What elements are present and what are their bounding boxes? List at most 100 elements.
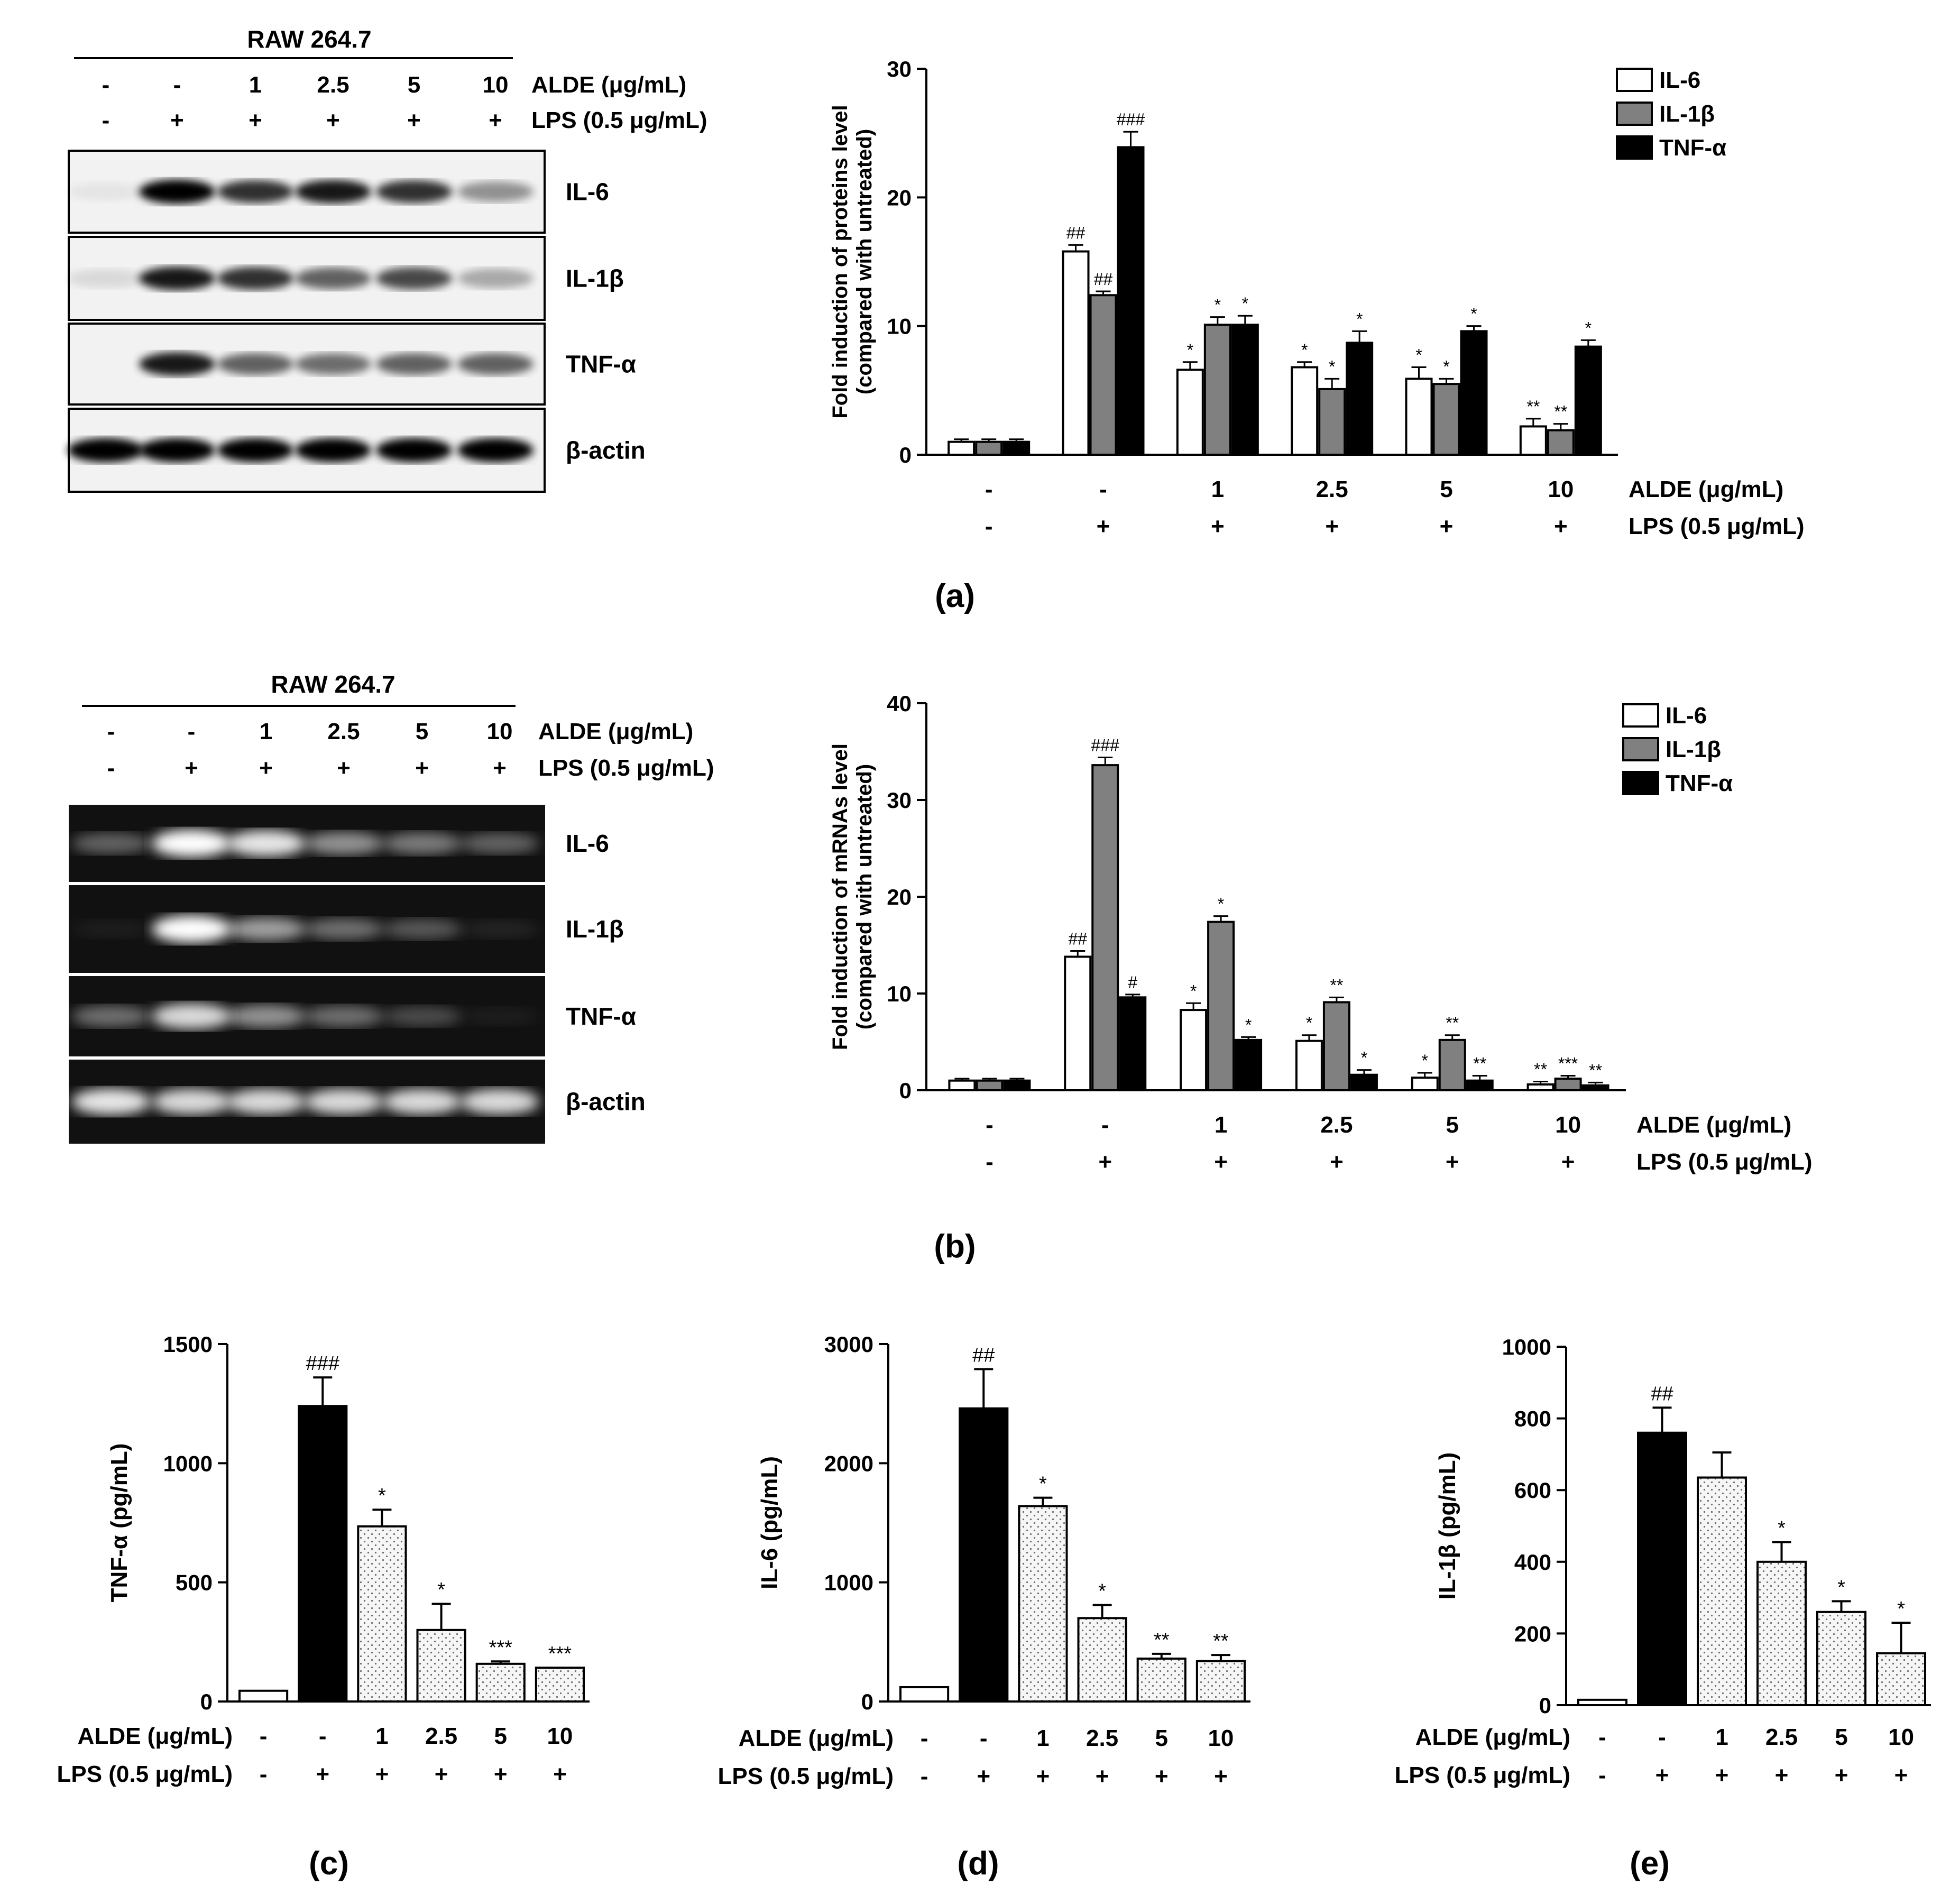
y-tick-label: 40 <box>887 691 912 716</box>
bar <box>1526 1083 1555 1092</box>
significance-mark: * <box>1245 1015 1252 1034</box>
gel-b-lane-alde-5: 10 <box>487 719 513 744</box>
bar <box>1018 1505 1068 1703</box>
x-tick-label-lps: + <box>1214 1763 1228 1789</box>
row-label-lps: LPS (0.5 μg/mL) <box>1629 513 1805 539</box>
blot-a-band <box>295 353 371 375</box>
bar <box>1062 250 1090 456</box>
significance-mark: ** <box>1554 402 1567 421</box>
x-tick-label-lps: + <box>1446 1149 1459 1175</box>
x-tick-label-lps: + <box>1211 513 1225 539</box>
y-tick-label: 500 <box>176 1570 213 1595</box>
x-tick-label-lps: + <box>1554 513 1568 539</box>
bar <box>959 1407 1009 1703</box>
blot-a-band <box>376 353 452 375</box>
row-label-alde: ALDE (μg/mL) <box>1415 1724 1570 1750</box>
x-tick-label: 10 <box>1548 476 1574 502</box>
bar <box>1432 383 1460 456</box>
blot-a-band <box>217 266 293 290</box>
gel-b-band <box>460 1007 539 1025</box>
significance-mark: * <box>1422 1051 1428 1070</box>
bar <box>535 1667 585 1703</box>
blot-a-band <box>457 353 534 375</box>
gel-b-lane-lps-3: + <box>337 755 351 781</box>
blot-a-band <box>376 267 452 290</box>
chart-a-protein-fold: 0 10 20 30 Fold induction of proteins level(… <box>829 57 1805 539</box>
chart-d-il6-elisa: 0 1000 2000 3000 IL-6 (pg/mL) - - ## - + * 1 + * 2.5 + *… <box>718 1332 1250 1789</box>
y-axis-label: Fold induction of mRNAs level <box>829 743 852 1050</box>
bar <box>1756 1560 1807 1707</box>
western-blot-a: RAW 264.7 ALDE (μg/mL) LPS (0.5 μg/mL) I… <box>68 25 707 493</box>
x-tick-label-lps: + <box>1325 513 1339 539</box>
bar <box>976 1079 1004 1091</box>
blot-a-bands: IL-6 IL-1β TNF-α β-actin <box>68 150 646 493</box>
x-tick-label-lps: - <box>260 1761 268 1787</box>
x-tick-label: 1 <box>1715 1724 1728 1750</box>
y-tick-label: 1000 <box>163 1451 213 1476</box>
x-tick-label: - <box>1658 1724 1666 1750</box>
y-tick-label: 800 <box>1514 1406 1551 1431</box>
bar <box>1089 294 1117 456</box>
x-tick-label-lps: - <box>1598 1762 1606 1788</box>
legend-entry: TNF-α <box>1659 135 1726 161</box>
bar <box>1547 429 1575 456</box>
y-tick-label: 0 <box>200 1689 213 1714</box>
significance-mark: ## <box>1651 1383 1673 1405</box>
significance-mark: # <box>1128 973 1137 992</box>
y-axis-label: Fold induction of proteins level <box>829 105 852 418</box>
blot-a-band-label: IL-1β <box>566 265 624 292</box>
row-label-lps: LPS (0.5 μg/mL) <box>57 1761 233 1787</box>
x-tick-label-lps: + <box>1098 1149 1112 1175</box>
gel-b-band <box>152 1089 231 1115</box>
x-tick-label: 10 <box>547 1723 573 1749</box>
x-tick-label: - <box>1099 476 1107 502</box>
significance-mark: * <box>1361 1048 1367 1068</box>
x-tick-label-lps: - <box>985 513 993 539</box>
blot-a-band <box>376 180 452 204</box>
x-tick-label-lps: + <box>1655 1762 1669 1788</box>
x-tick-label-lps: + <box>1775 1762 1789 1788</box>
blot-a-lane-lps-5: + <box>489 107 502 133</box>
blot-a-lane-lps-3: + <box>326 107 340 133</box>
bar <box>1119 996 1147 1091</box>
x-tick-label: - <box>921 1725 928 1751</box>
blot-a-band <box>68 269 144 288</box>
bar <box>1577 1698 1627 1707</box>
panel-label-e: (e) <box>1630 1845 1670 1882</box>
bar <box>298 1405 348 1703</box>
x-tick-label-lps: + <box>1835 1762 1848 1788</box>
bar <box>1064 955 1092 1091</box>
significance-mark: * <box>1585 318 1592 337</box>
gel-b-band <box>152 915 231 943</box>
gel-b-band-label: β-actin <box>566 1088 646 1116</box>
bar <box>1350 1073 1378 1091</box>
chart-c-tnfa-elisa: 0 500 1000 1500 TNF-α (pg/mL) - - ### - + * 1 + * 2.5 +… <box>57 1332 590 1787</box>
blot-a-lane-lps-0: - <box>102 107 110 133</box>
x-tick-label-lps: + <box>1440 513 1454 539</box>
y-tick-label: 1000 <box>824 1570 873 1595</box>
significance-mark: ### <box>306 1353 339 1375</box>
bar <box>1411 1077 1439 1091</box>
significance-mark: * <box>1301 341 1308 360</box>
blot-a-lane-lps-4: + <box>407 107 421 133</box>
gel-b-band <box>304 1006 383 1027</box>
gel-b-lane-alde-3: 2.5 <box>327 719 360 744</box>
x-tick-label: 5 <box>1835 1724 1847 1750</box>
blot-a-band <box>457 181 534 202</box>
gel-b-lps-label: LPS (0.5 μg/mL) <box>538 755 714 781</box>
y-tick-label: 200 <box>1514 1621 1551 1646</box>
bar <box>1207 921 1235 1091</box>
bar <box>1438 1038 1466 1091</box>
x-tick-label-lps: + <box>1214 1149 1228 1175</box>
panel-label-c: (c) <box>309 1845 349 1882</box>
gel-b-cell-line: RAW 264.7 <box>271 670 395 698</box>
bar <box>1554 1078 1582 1092</box>
y-axis-label-2: (compared with untreated) <box>853 764 876 1029</box>
blot-a-alde-label: ALDE (μg/mL) <box>531 72 686 98</box>
y-tick-label: 1000 <box>1502 1335 1551 1359</box>
significance-mark: ## <box>1066 223 1086 242</box>
gel-b-lane-lps-0: - <box>107 755 115 781</box>
bar <box>416 1629 466 1703</box>
row-label-alde: ALDE (μg/mL) <box>739 1725 894 1751</box>
